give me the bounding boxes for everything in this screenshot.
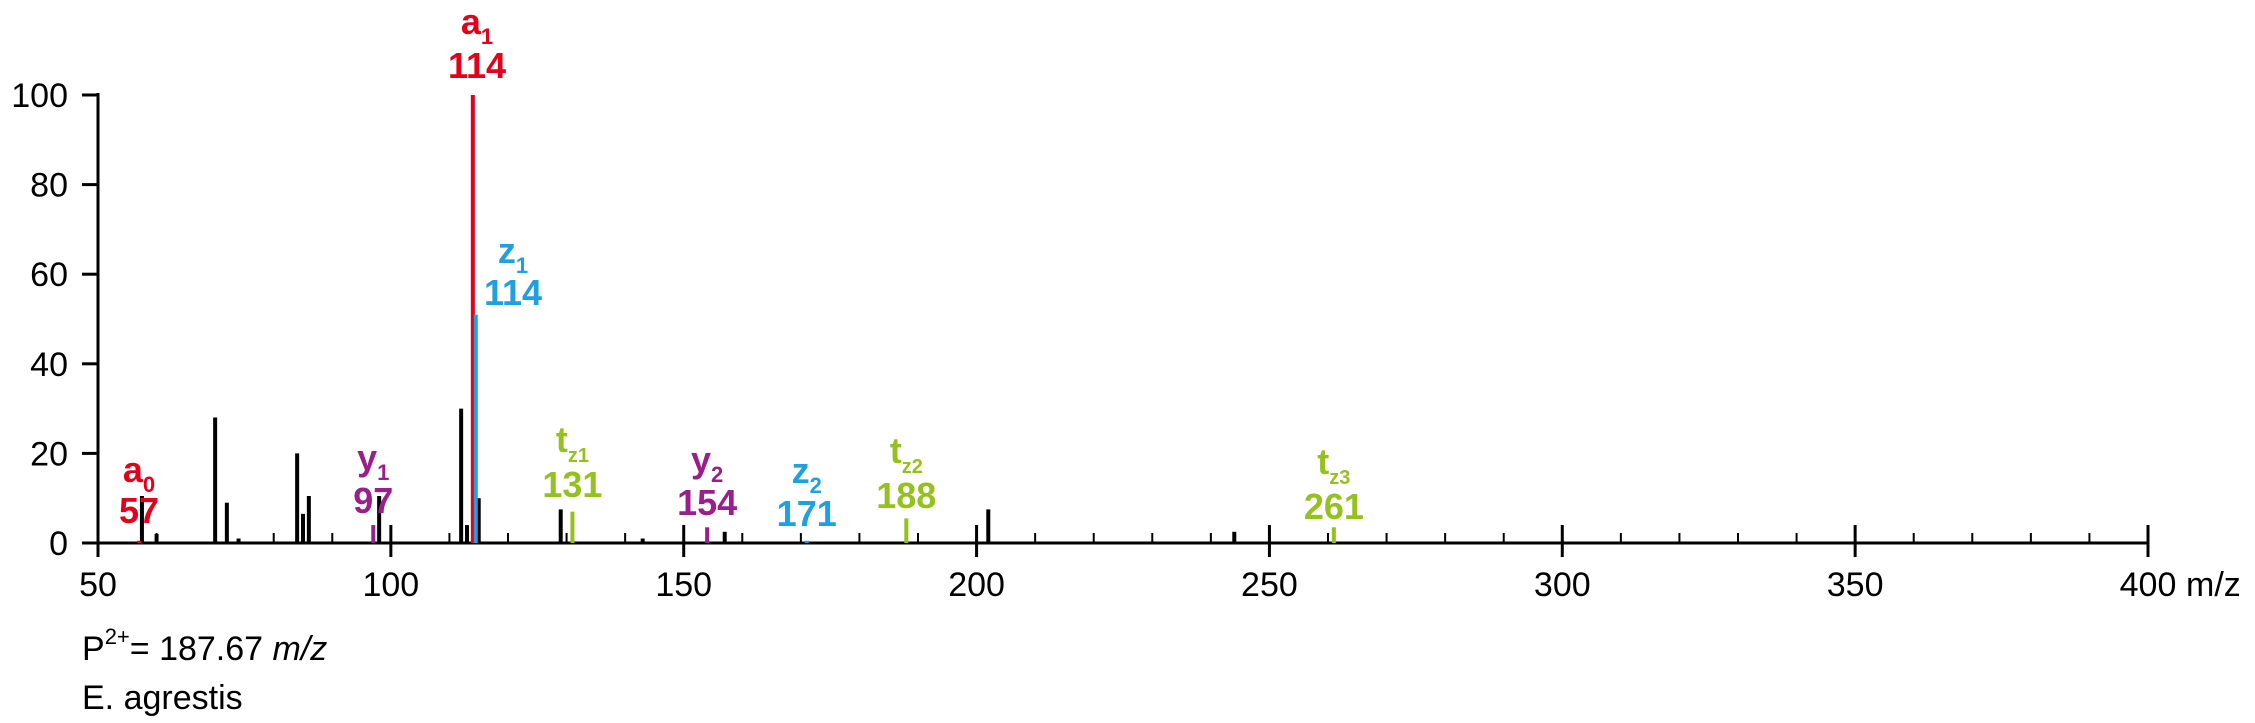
peak-ion-label: a0: [123, 449, 155, 497]
peak-ion-label: z1: [498, 230, 528, 278]
precursor-charge: 2+: [104, 623, 130, 649]
y-axis: 0 20 40 60 80 100: [11, 77, 100, 563]
x-tick-label: 100: [362, 566, 419, 604]
y-tick-label: 80: [30, 167, 68, 205]
y-tick-label: 20: [30, 435, 68, 473]
x-tick-label: 200: [948, 566, 1005, 604]
peak-ion-label: z2: [792, 450, 822, 498]
y-tick-label: 0: [49, 525, 68, 563]
x-tick-label: 300: [1534, 566, 1591, 604]
precursor-info: P2+= 187.67 m/z: [82, 625, 328, 669]
x-tick-label: 250: [1241, 566, 1298, 604]
x-minor-ticks: [155, 533, 2091, 543]
peak-ion-label: tz3: [1317, 441, 1350, 489]
peak-ion-label: tz2: [890, 430, 923, 478]
peak-value-label: 188: [876, 475, 936, 516]
precursor-unit: m/z: [272, 630, 328, 668]
x-tick-label: 50: [79, 566, 117, 604]
species-name: E. agrestis: [82, 679, 243, 717]
precursor-value: = 187.67: [129, 630, 273, 668]
x-axis: 50 100 150 200 250 300 350 400 m/z: [79, 525, 2241, 604]
peak-ion-label: a1: [461, 1, 493, 49]
peak-value-label: 261: [1304, 486, 1364, 527]
peak-labels: a057a1114z1114y197y2154z2171tz1131tz2188…: [119, 1, 1364, 534]
precursor-prefix: P: [82, 630, 105, 668]
peak-value-label: 57: [119, 490, 159, 531]
peak-value-label: 97: [353, 480, 393, 521]
peak-value-label: 114: [484, 272, 542, 313]
peaks: [137, 95, 1336, 543]
y-tick-label: 60: [30, 256, 68, 294]
x-axis-label: m/z: [2186, 566, 2241, 604]
peak-value-label: 131: [542, 464, 602, 505]
peak-value-label: 154: [677, 482, 737, 523]
x-tick-label: 400: [2120, 566, 2177, 604]
x-tick-label: 350: [1827, 566, 1884, 604]
y-tick-label: 100: [11, 77, 68, 115]
peak-ion-label: y2: [691, 439, 723, 487]
x-tick-label: 150: [655, 566, 712, 604]
peak-value-label: 171: [777, 493, 837, 534]
peak-ion-label: y1: [357, 437, 389, 485]
peak-value-label: 114: [448, 45, 506, 86]
peak-ion-label: tz1: [556, 419, 589, 467]
y-tick-label: 40: [30, 346, 68, 384]
